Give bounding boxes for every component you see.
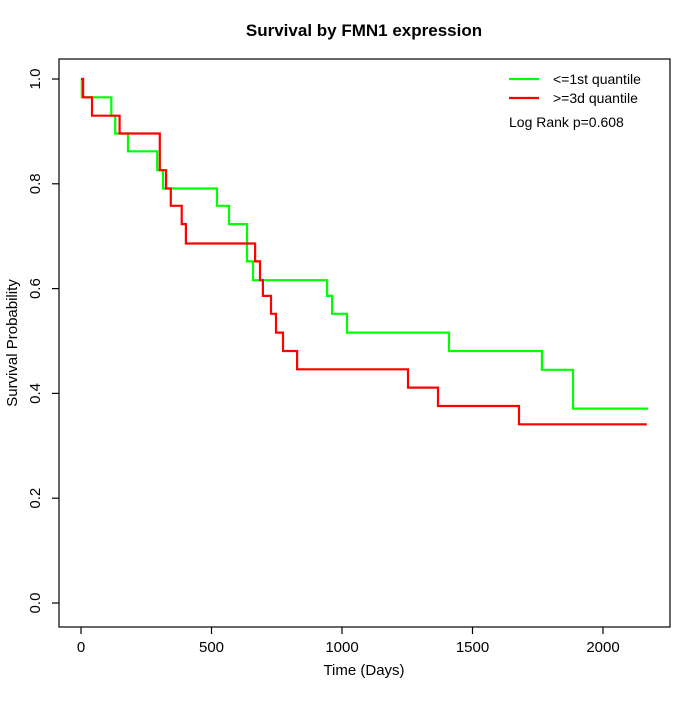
y-tick-label-4: 0.8 <box>27 173 44 194</box>
chart-title: Survival by FMN1 expression <box>246 21 482 40</box>
plot-box <box>58 58 671 628</box>
y-tick-label-3: 0.6 <box>27 278 44 299</box>
x-tick-label-1: 500 <box>199 639 224 656</box>
x-tick-label-3: 1500 <box>456 639 489 656</box>
logrank-annotation: Log Rank p=0.608 <box>509 114 624 130</box>
x-tick-label-0: 0 <box>77 639 85 656</box>
y-tick-label-1: 0.2 <box>27 488 44 509</box>
x-axis-label: Time (Days) <box>323 662 404 679</box>
legend-label-third-quantile: >=3d quantile <box>553 90 638 106</box>
x-tick-label-2: 1000 <box>325 639 358 656</box>
survival-curve-0 <box>80 77 648 410</box>
y-tick-label-2: 0.4 <box>27 383 44 404</box>
x-tick-label-4: 2000 <box>586 639 619 656</box>
survival-curves <box>80 77 648 426</box>
y-tick-label-5: 1.0 <box>27 69 44 90</box>
survival-curve-1 <box>81 77 647 426</box>
axis-ticks: 0 500 1000 1500 2000 0.0 0.2 0.4 0.6 0.8 1.0 <box>27 69 620 656</box>
legend: <=1st quantile >=3d quantile Log Rank p=… <box>509 71 641 130</box>
y-axis-label: Survival Probability <box>4 279 21 407</box>
y-tick-label-0: 0.0 <box>27 593 44 614</box>
legend-label-first-quantile: <=1st quantile <box>553 71 641 87</box>
